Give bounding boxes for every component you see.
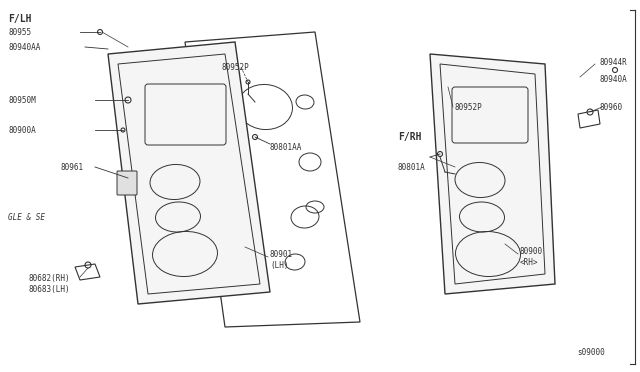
Text: 80682(RH)
80683(LH): 80682(RH) 80683(LH) <box>28 274 70 294</box>
Text: 80900A: 80900A <box>8 125 36 135</box>
Polygon shape <box>108 42 270 304</box>
Polygon shape <box>430 54 555 294</box>
Text: 80900
<RH>: 80900 <RH> <box>520 247 543 267</box>
Text: 80944R: 80944R <box>600 58 628 67</box>
Text: 80940A: 80940A <box>600 74 628 83</box>
Text: 80952P: 80952P <box>222 62 250 71</box>
Text: 80950M: 80950M <box>8 96 36 105</box>
Text: 80961: 80961 <box>60 163 83 171</box>
Text: 80940AA: 80940AA <box>8 42 40 51</box>
Text: GLE & SE: GLE & SE <box>8 212 45 221</box>
Text: s09000: s09000 <box>577 348 605 357</box>
Text: 80952P: 80952P <box>455 103 483 112</box>
Text: 80801AA: 80801AA <box>270 142 302 151</box>
FancyBboxPatch shape <box>117 171 137 195</box>
Text: 80901
(LH): 80901 (LH) <box>270 250 293 270</box>
Text: 80801A: 80801A <box>398 163 426 171</box>
Text: F/LH: F/LH <box>8 14 31 24</box>
Text: 80955: 80955 <box>8 28 31 36</box>
Text: F/RH: F/RH <box>398 132 422 142</box>
Text: 80960: 80960 <box>600 103 623 112</box>
